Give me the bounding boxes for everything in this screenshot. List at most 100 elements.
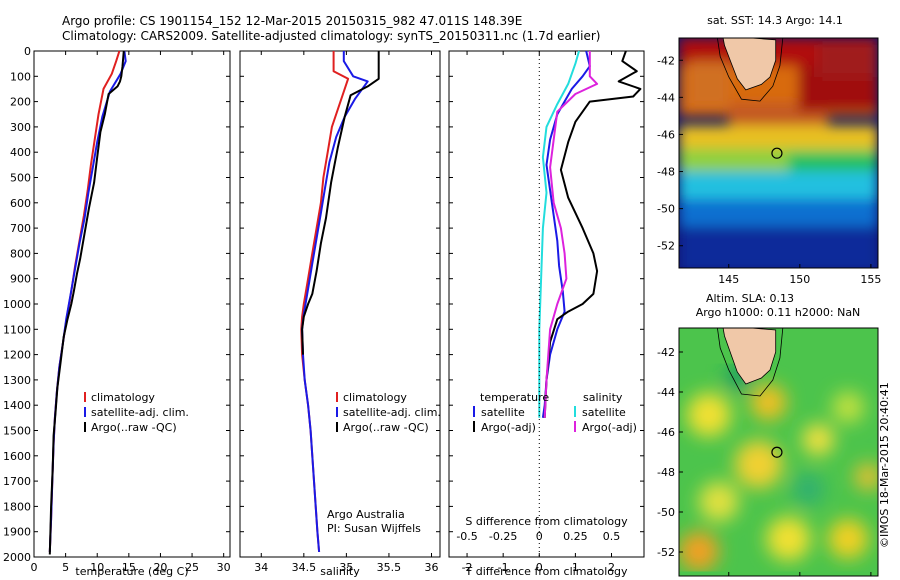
map-field [679,38,878,268]
profile-panel-difference: -2 -1 0 1 2T difference from climatology [448,50,645,578]
map-sst_map: 145 150 155 -42 -44 -46 -48 -50 -52 [657,37,881,286]
y-tick-label: 800 [10,247,31,260]
x-tick-label: 1 [572,561,579,574]
y-tick-label: -46 [657,128,675,141]
sla-map-title: Altim. SLA: 0.13 [706,292,794,305]
x-axis-label: T difference from climatology [465,565,628,578]
map-frame [678,37,879,269]
sla-patch [828,518,869,559]
y-tick-label: 1500 [3,425,31,438]
x-tick-label: 10 [90,561,104,574]
series-line-satellite-adj-clim- [48,50,127,552]
series-line-satellite-adj-clim- [301,51,369,552]
x-tick-label: 30 [217,561,231,574]
sla-patch [792,473,825,506]
x-axis-label: temperature (deg C) [75,565,188,578]
sla-patch [854,462,878,491]
sst-field [679,38,878,268]
x-tick-label: 0 [31,561,38,574]
x-tick-label: -1 [498,561,509,574]
series-line-argo-raw-qc- [301,51,380,355]
tasmania-landmass [722,328,777,385]
legend-title-salinity: salinity [583,391,623,404]
y-tick-label: -42 [657,54,675,67]
map-field [679,328,878,576]
y-tick-label: 2000 [3,551,31,564]
y-tick-label: 1100 [3,323,31,336]
axes-frame [33,50,231,558]
legend-label-t-argo: Argo(-adj) [481,421,536,434]
x-tick-label: 15 [122,561,136,574]
y-tick-label: -52 [657,240,675,253]
sla-patch [750,384,787,421]
s-tick-label: 0.25 [563,530,588,543]
y-tick-label: 1800 [3,500,31,513]
map-frame [678,327,879,577]
sla-patch [802,423,835,456]
y-tick-label: 0 [24,45,31,58]
tasmania-landmass [722,38,777,91]
s-tick-label: -0.5 [456,530,477,543]
sla-patch [734,440,783,489]
figure-title-line1: Argo profile: CS 1901154_152 12-Mar-2015… [62,14,523,28]
argo-position-marker [771,147,783,159]
legend-label: climatology [91,391,155,404]
s-tick-label: -0.25 [489,530,517,543]
y-tick-label: -42 [657,346,675,359]
sla-field [679,363,878,572]
y-tick-label: -50 [657,203,675,216]
legend-label: Argo(..raw -QC) [91,421,177,434]
x-tick-label: 150 [789,273,810,286]
y-tick-label: -48 [657,466,675,479]
y-tick-label: 400 [10,146,31,159]
credit-line1: Argo Australia [327,508,405,521]
sst-patch [679,226,878,268]
y-tick-label: 1000 [3,298,31,311]
sla-map-subtitle: Argo h1000: 0.11 h2000: NaN [696,306,861,319]
profile-panel-temperature: 0100200300400500600700800900100011001200… [3,45,231,578]
y-tick-label: 700 [10,222,31,235]
x-tick-label: 36 [424,561,438,574]
y-tick-label: 1300 [3,374,31,387]
series-line-climatology [48,50,121,552]
sla-patch [766,516,811,561]
copyright-stamp: ©IMOS 18-Mar-2015 20:40:41 [878,382,891,548]
y-tick-label: 200 [10,96,31,109]
y-tick-label: 1700 [3,475,31,488]
y-tick-label: 300 [10,121,31,134]
legend-label-s-satellite: satellite [582,406,626,419]
legend-label: satellite-adj. clim. [343,406,441,419]
s-tick-label: 0.5 [603,530,621,543]
depth-contour [717,38,784,102]
sst-patch [679,171,878,199]
sst-map-title: sat. SST: 14.3 Argo: 14.1 [707,14,843,27]
y-tick-label: -44 [657,91,675,104]
profile-panel-salinity: 34 34.5 35 35.5 36 salinity [239,50,441,578]
x-tick-label: -2 [462,561,473,574]
s-tick-label: 0 [536,530,543,543]
credit-line2: PI: Susan Wijffels [327,522,421,535]
x-tick-label: 35.5 [377,561,402,574]
figure-title-line2: Climatology: CARS2009. Satellite-adjuste… [62,29,601,43]
y-tick-label: -52 [657,546,675,559]
x-tick-label: 0 [536,561,543,574]
sla-patch [832,391,865,424]
x-tick-label: 25 [185,561,199,574]
sla-patch [679,531,719,572]
y-tick-label: 900 [10,273,31,286]
series-line-t-satellite [541,50,591,418]
legend-label: climatology [343,391,407,404]
x-tick-label: 145 [718,273,739,286]
sla-patch [686,392,731,437]
y-tick-label: 100 [10,70,31,83]
y-tick-label: 1400 [3,399,31,412]
sst-patch [818,42,878,78]
x-tick-label: 155 [860,273,881,286]
x-tick-label: 34 [254,561,268,574]
series-line-argo-raw-qc- [48,50,125,555]
x-tick-label: 35 [339,561,353,574]
y-tick-label: 1200 [3,349,31,362]
series-line-s-argo-adj- [543,51,599,418]
